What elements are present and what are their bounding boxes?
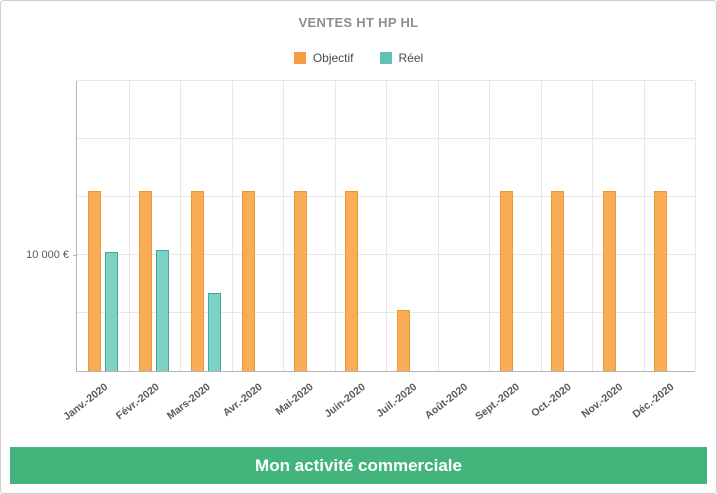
chart-title: VENTES HT HP HL [298,15,419,30]
gridline-vertical [695,81,696,371]
gridline-vertical [540,81,542,371]
bar-group-8 [448,81,478,371]
bar-objectif-avr2020[interactable] [242,191,256,371]
bar-reel-mars2020[interactable] [207,293,221,371]
bar-group-7 [396,81,427,371]
x-axis-label: Nov.-2020 [579,381,626,421]
x-axis-label: Mars-2020 [165,381,214,423]
bar-objectif-sept2020[interactable] [499,191,513,371]
bar-group-6 [345,81,375,371]
footer-banner[interactable]: Mon activité commerciale [10,447,707,484]
bar-group-3 [190,81,221,371]
gridline-vertical [283,81,284,371]
gridline-horizontal [77,80,695,81]
gridline-vertical [180,81,181,371]
bar-objectif-fevr2020[interactable] [139,191,153,371]
gridline-horizontal [77,196,695,197]
legend-swatch-objectif [293,52,306,64]
gridline-vertical [489,81,490,371]
x-axis-label: Avr.-2020 [220,381,265,419]
bar-reel-janv2020[interactable] [104,251,118,371]
gridline-horizontal [77,254,695,255]
legend-swatch-reel [379,52,392,64]
bar-objectif-dec2020[interactable] [654,191,668,371]
x-axis-label: Juil.-2020 [374,381,420,420]
y-axis-tick [73,255,77,256]
gridline-horizontal [77,138,695,139]
bar-group-2 [139,81,170,371]
plot-area: 10 000 € Janv.-2020 Févr.-2020 Mars-2020 Avr… [26,80,696,423]
bar-objectif-juil2020[interactable] [396,309,410,371]
gridline-vertical [128,81,130,371]
x-axis-label: Janv.-2020 [61,381,111,424]
bar-objectif-juin2020[interactable] [345,191,359,371]
bar-objectif-mars2020[interactable] [190,191,204,371]
bar-group-4 [242,81,272,371]
legend-item-reel[interactable]: Réel [379,51,424,65]
x-axis-label: Déc.-2020 [630,381,677,421]
legend-label-reel: Réel [398,51,424,65]
bar-group-11 [602,81,633,371]
x-axis-label: Oct.-2020 [528,381,574,420]
x-axis-label: Mai-2020 [273,381,317,418]
gridline-vertical [386,81,387,371]
gridline-vertical [592,81,593,371]
bar-group-10 [551,81,581,371]
x-axis-label: Juin-2020 [322,381,368,421]
x-axis-label: Sept.-2020 [473,381,523,423]
legend-item-objectif[interactable]: Objectif [293,51,354,65]
bar-reel-fevr2020[interactable] [156,250,170,371]
legend-label-objectif: Objectif [312,51,354,65]
bar-objectif-janv2020[interactable] [87,191,101,371]
bar-group-5 [293,81,324,371]
bar-objectif-nov2020[interactable] [602,191,616,371]
bar-group-9 [499,81,530,371]
chart-legend: Objectif Réel [1,51,716,65]
gridline-vertical [643,81,645,371]
gridline-horizontal [77,312,695,313]
x-axis-label: Févr.-2020 [113,381,162,423]
gridline-vertical [334,81,336,371]
gridline-vertical [437,81,439,371]
bar-group-12 [654,81,684,371]
bar-objectif-oct2020[interactable] [551,191,565,371]
bar-group-1 [87,81,118,371]
x-axis-label: Août-2020 [423,381,471,422]
bar-objectif-mai2020[interactable] [293,191,307,371]
gridline-vertical [231,81,233,371]
y-axis-label: 10 000 € [26,249,69,261]
